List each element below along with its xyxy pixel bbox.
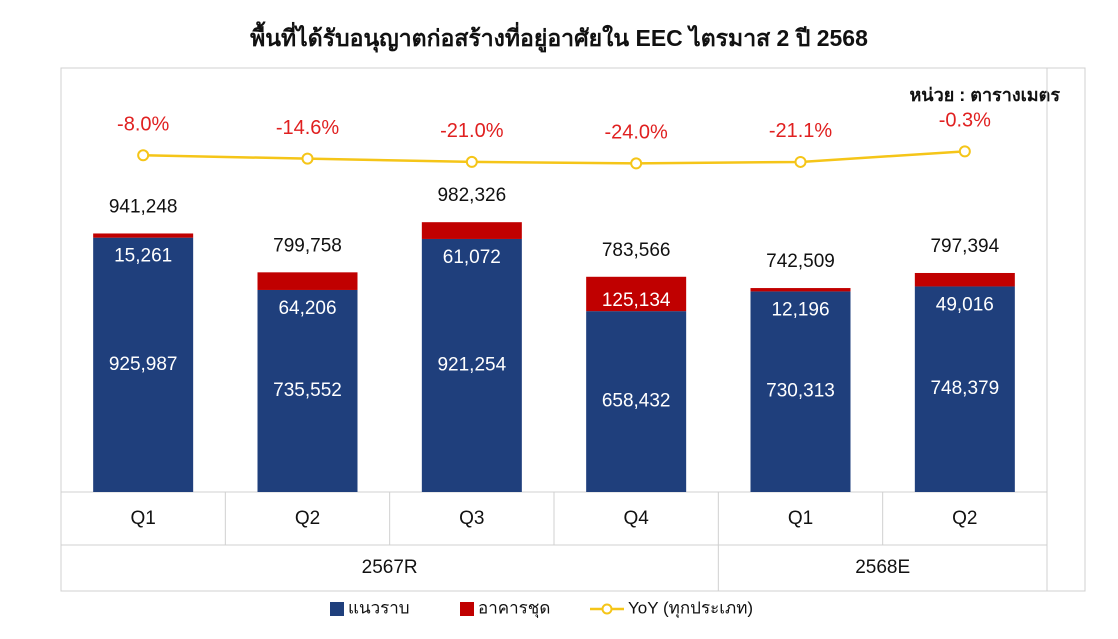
yoy-point: [137, 149, 150, 162]
x-tick-label: Q2: [295, 508, 320, 529]
legend-marker: [601, 603, 613, 615]
bar-segment: [586, 311, 687, 492]
yoy-label: -24.0%: [604, 122, 668, 144]
yoy-line: [143, 150, 965, 165]
unit-note: หน่วย : ตารางเมตร: [909, 85, 1060, 105]
yoy-point: [958, 145, 971, 158]
yoy-point: [301, 152, 314, 165]
bar-segment: [257, 272, 358, 290]
yoy-label: -21.1%: [769, 120, 833, 142]
x-tick-label: Q1: [130, 508, 155, 529]
yoy-label: -0.3%: [939, 110, 991, 132]
bar-segment: [750, 288, 851, 292]
plot-frame: [60, 67, 1086, 592]
data-label: 748,379: [930, 378, 999, 399]
data-label: 61,072: [443, 247, 501, 268]
x-tick-label: Q2: [952, 508, 977, 529]
data-label: 921,254: [437, 354, 506, 375]
data-label: 735,552: [273, 380, 342, 401]
data-label: 925,987: [109, 354, 178, 375]
yoy-label: -14.6%: [276, 117, 340, 139]
total-label: 797,394: [930, 236, 999, 257]
data-label: 658,432: [602, 391, 671, 412]
x-tick-label: Q3: [459, 508, 484, 529]
total-label: 799,758: [273, 235, 342, 256]
yoy-label: -8.0%: [117, 114, 169, 136]
chart-title: พื้นที่ได้รับอนุญาตก่อสร้างที่อยู่อาศัยใ…: [250, 21, 868, 53]
x-tick-label: Q1: [788, 508, 813, 529]
group-label: 2567R: [362, 557, 418, 578]
x-tick-label: Q4: [623, 508, 649, 529]
total-label: 742,509: [766, 251, 835, 272]
data-label: 49,016: [936, 294, 994, 315]
bar-segment: [586, 276, 687, 312]
total-label: 783,566: [602, 240, 671, 261]
legend-label: YoY (ทุกประเภท): [628, 598, 753, 618]
bar-segment: [257, 289, 358, 492]
data-label: 15,261: [114, 246, 172, 267]
total-label: 941,248: [109, 196, 178, 217]
legend-swatch: [330, 602, 344, 616]
yoy-label: -21.0%: [440, 120, 504, 142]
total-label: 982,326: [437, 185, 506, 206]
data-label: 64,206: [278, 298, 336, 319]
bar-segment: [93, 237, 194, 492]
data-label: 12,196: [771, 299, 829, 320]
data-label: 730,313: [766, 381, 835, 402]
bar-segment: [421, 238, 522, 492]
yoy-point: [630, 157, 643, 170]
data-label: 125,134: [602, 290, 671, 311]
group-label: 2568E: [855, 557, 910, 578]
yoy-point: [794, 155, 807, 168]
bar-segment: [93, 233, 194, 238]
bar-segment: [914, 272, 1015, 287]
legend-swatch: [460, 602, 474, 616]
bar-segment: [750, 291, 851, 492]
legend-label: แนวราบ: [348, 598, 410, 617]
legend-label: อาคารชุด: [478, 598, 550, 618]
bar-segment: [421, 222, 522, 239]
bar-segment: [914, 286, 1015, 492]
yoy-point: [465, 155, 478, 168]
